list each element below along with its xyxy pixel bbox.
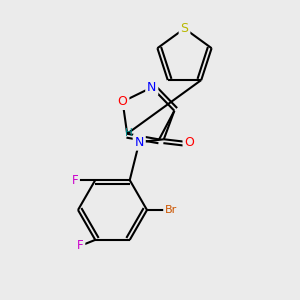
Text: H: H — [125, 128, 133, 138]
Text: O: O — [118, 95, 128, 108]
Text: Br: Br — [165, 205, 177, 215]
Text: N: N — [147, 81, 157, 94]
Text: F: F — [71, 174, 78, 187]
Text: O: O — [184, 136, 194, 149]
Text: S: S — [181, 22, 188, 35]
Text: F: F — [77, 239, 84, 252]
Text: N: N — [134, 136, 144, 149]
